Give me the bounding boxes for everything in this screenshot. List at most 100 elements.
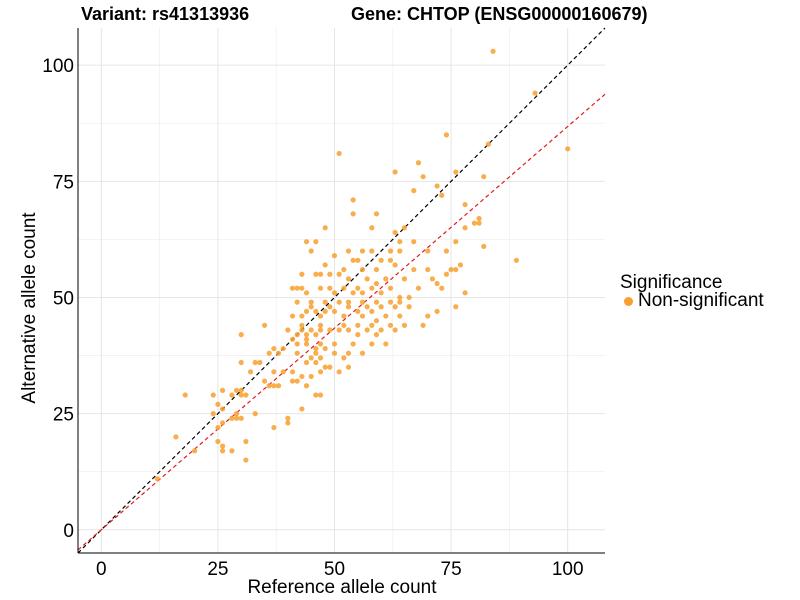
legend-item-non-significant: Non-significant [624, 290, 764, 312]
data-point [299, 322, 305, 328]
x-tick-label: 25 [207, 559, 228, 580]
data-point [294, 299, 300, 305]
data-point [261, 322, 268, 328]
data-point [490, 48, 496, 54]
data-point [350, 211, 356, 217]
data-point [322, 308, 328, 315]
data-point [369, 341, 375, 347]
data-point [331, 341, 338, 347]
data-point [448, 266, 454, 273]
data-point [453, 239, 459, 245]
data-point [397, 248, 403, 254]
data-point [219, 387, 226, 393]
data-point [252, 411, 258, 417]
data-point [261, 378, 268, 384]
data-point [532, 90, 538, 96]
y-tick-label: 75 [53, 172, 74, 193]
legend-dot-icon [624, 296, 633, 306]
data-point [271, 383, 277, 389]
data-point [373, 299, 380, 305]
data-point [303, 336, 310, 342]
data-point [229, 448, 235, 454]
data-point [280, 345, 286, 352]
data-point [233, 411, 240, 417]
data-point [411, 266, 417, 273]
data-point [238, 415, 244, 421]
data-point [238, 392, 244, 398]
data-point [383, 276, 389, 282]
data-point [392, 262, 398, 268]
data-point [285, 420, 291, 426]
data-point [247, 369, 254, 375]
data-point [289, 369, 296, 375]
data-point [303, 290, 310, 296]
data-point [453, 169, 459, 175]
data-point [439, 192, 445, 198]
data-point [229, 392, 235, 398]
data-point [359, 248, 366, 254]
data-point [313, 239, 319, 245]
data-point [289, 285, 296, 291]
data-point [425, 313, 431, 319]
data-point [369, 248, 375, 254]
data-points [154, 48, 571, 482]
data-point [369, 285, 375, 291]
data-point [378, 257, 384, 263]
data-point [238, 359, 244, 366]
data-point [373, 332, 380, 338]
data-point [471, 220, 478, 226]
data-point [565, 146, 571, 152]
data-point [392, 229, 398, 236]
data-point [378, 327, 384, 333]
data-point [476, 220, 482, 226]
data-point [415, 160, 422, 166]
data-point [182, 392, 188, 398]
data-point [331, 350, 338, 356]
data-point [355, 285, 361, 291]
data-point [425, 266, 431, 273]
data-point [299, 285, 305, 291]
title-variant: Variant: rs41313936 [81, 4, 250, 24]
data-point [439, 285, 445, 291]
data-point [443, 132, 450, 138]
data-point [369, 225, 375, 231]
data-point [387, 299, 394, 305]
data-point [369, 308, 375, 315]
data-point [210, 411, 216, 417]
legend-title: Significance [620, 272, 723, 293]
data-point [317, 327, 324, 333]
x-tick-label: 100 [552, 559, 584, 580]
data-point [308, 327, 314, 333]
data-point [303, 359, 310, 366]
data-point [373, 280, 380, 287]
data-point [341, 285, 347, 291]
data-point [331, 253, 338, 259]
data-point [322, 364, 328, 370]
data-point [453, 266, 459, 273]
data-point [383, 341, 389, 347]
data-point [173, 434, 179, 440]
data-point [308, 299, 314, 305]
data-point [373, 211, 380, 217]
reference-line-fit [77, 93, 606, 551]
data-point [364, 327, 370, 333]
data-point [453, 304, 459, 310]
data-point [257, 359, 263, 366]
data-point [327, 271, 333, 277]
data-point [303, 341, 310, 347]
data-point [327, 364, 333, 370]
data-point [485, 141, 492, 147]
data-point [215, 401, 221, 407]
data-point [215, 424, 221, 431]
data-point [289, 336, 296, 342]
data-point [219, 420, 226, 426]
data-point [322, 345, 328, 352]
data-point [397, 239, 403, 245]
data-point [266, 383, 272, 389]
data-point [313, 332, 319, 338]
data-point [411, 239, 417, 245]
data-point [308, 304, 314, 310]
data-point [313, 345, 319, 352]
data-point [457, 262, 464, 268]
